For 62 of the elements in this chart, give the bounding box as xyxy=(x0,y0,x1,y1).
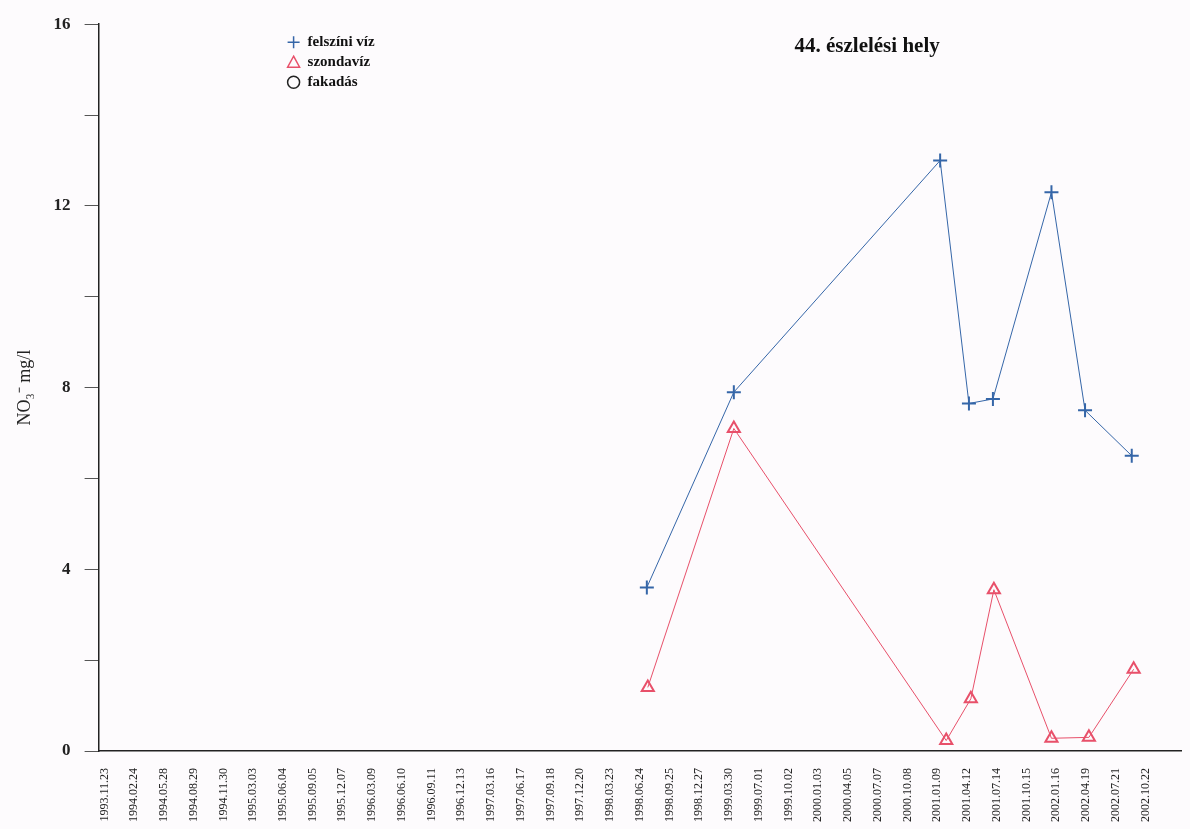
x-tick-label: 1994.02.24 xyxy=(126,768,141,822)
x-tick-label: 2001.07.14 xyxy=(988,768,1003,822)
chart-title: 44. észlelési hely xyxy=(794,32,941,57)
point xyxy=(640,679,655,692)
point xyxy=(1126,661,1141,674)
x-tick-label: 1999.07.01 xyxy=(750,768,765,822)
point xyxy=(725,384,742,401)
y-tick-label: 16 xyxy=(53,13,71,33)
y-tick-label: 4 xyxy=(62,558,72,578)
point xyxy=(984,390,1001,407)
x-tick-label: 1998.09.25 xyxy=(661,768,676,822)
x-tick-label: 1996.03.09 xyxy=(364,768,379,822)
x-tick-label: 2002.10.22 xyxy=(1137,768,1152,822)
legend-label: fakadás xyxy=(307,73,358,90)
x-tick-label: 1999.03.30 xyxy=(721,768,736,822)
point xyxy=(960,395,977,412)
x-tick-label: 1998.12.27 xyxy=(691,768,706,822)
x-tick-label: 1994.08.29 xyxy=(185,768,200,822)
point xyxy=(963,690,978,704)
y-tick-label: 0 xyxy=(62,740,71,760)
x-tick-label: 1995.03.03 xyxy=(245,768,260,822)
x-tick-label: 2002.07.21 xyxy=(1107,768,1122,822)
y-axis-title: NO₃⁻ mg/l xyxy=(13,349,34,426)
point xyxy=(1043,184,1060,201)
x-tick-label: 1997.09.18 xyxy=(542,768,557,822)
x-tick-label: 1998.06.24 xyxy=(631,768,646,822)
x-tick-label: 1995.06.04 xyxy=(274,768,289,822)
point xyxy=(1077,402,1094,419)
x-tick-label: 1994.11.30 xyxy=(215,768,230,822)
x-tick-label: 2001.01.09 xyxy=(929,768,944,822)
x-tick-label: 1994.05.28 xyxy=(156,768,171,822)
x-tick-label: 1998.03.23 xyxy=(602,768,617,822)
legend-label: felszíni víz xyxy=(307,33,376,50)
x-tick-label: 1997.03.16 xyxy=(483,768,498,822)
point xyxy=(1081,729,1096,742)
x-tick-label: 1996.09.11 xyxy=(423,768,438,822)
x-tick-label: 1999.10.02 xyxy=(780,768,795,822)
legend-label: szondavíz xyxy=(307,53,371,70)
x-tick-label: 1993.11.23 xyxy=(96,768,111,822)
x-tick-label: 2002.04.19 xyxy=(1078,768,1093,822)
y-tick-label: 8 xyxy=(62,376,71,396)
point xyxy=(1123,447,1140,464)
x-tick-label: 1995.12.07 xyxy=(334,768,349,822)
x-tick-label: 1997.12.20 xyxy=(572,768,587,822)
x-tick-label: 2000.04.05 xyxy=(840,768,855,822)
x-tick-label: 1995.09.05 xyxy=(304,768,319,822)
x-tick-label: 2000.07.07 xyxy=(869,768,884,822)
x-tick-label: 1997.06.17 xyxy=(512,768,527,822)
x-tick-label: 2000.01.03 xyxy=(810,768,825,822)
y-tick-label: 12 xyxy=(53,195,71,215)
x-tick-label: 1996.06.10 xyxy=(393,768,408,822)
x-tick-label: 2002.01.16 xyxy=(1048,768,1063,822)
point xyxy=(939,732,954,746)
point xyxy=(932,152,949,169)
x-tick-label: 2001.04.12 xyxy=(959,768,974,822)
point xyxy=(638,579,655,596)
point xyxy=(986,581,1001,595)
x-tick-label: 2000.10.08 xyxy=(899,768,914,822)
x-tick-label: 1996.12.13 xyxy=(453,768,468,822)
point xyxy=(1044,730,1059,743)
x-tick-label: 2001.10.15 xyxy=(1018,768,1033,822)
point xyxy=(726,420,741,433)
